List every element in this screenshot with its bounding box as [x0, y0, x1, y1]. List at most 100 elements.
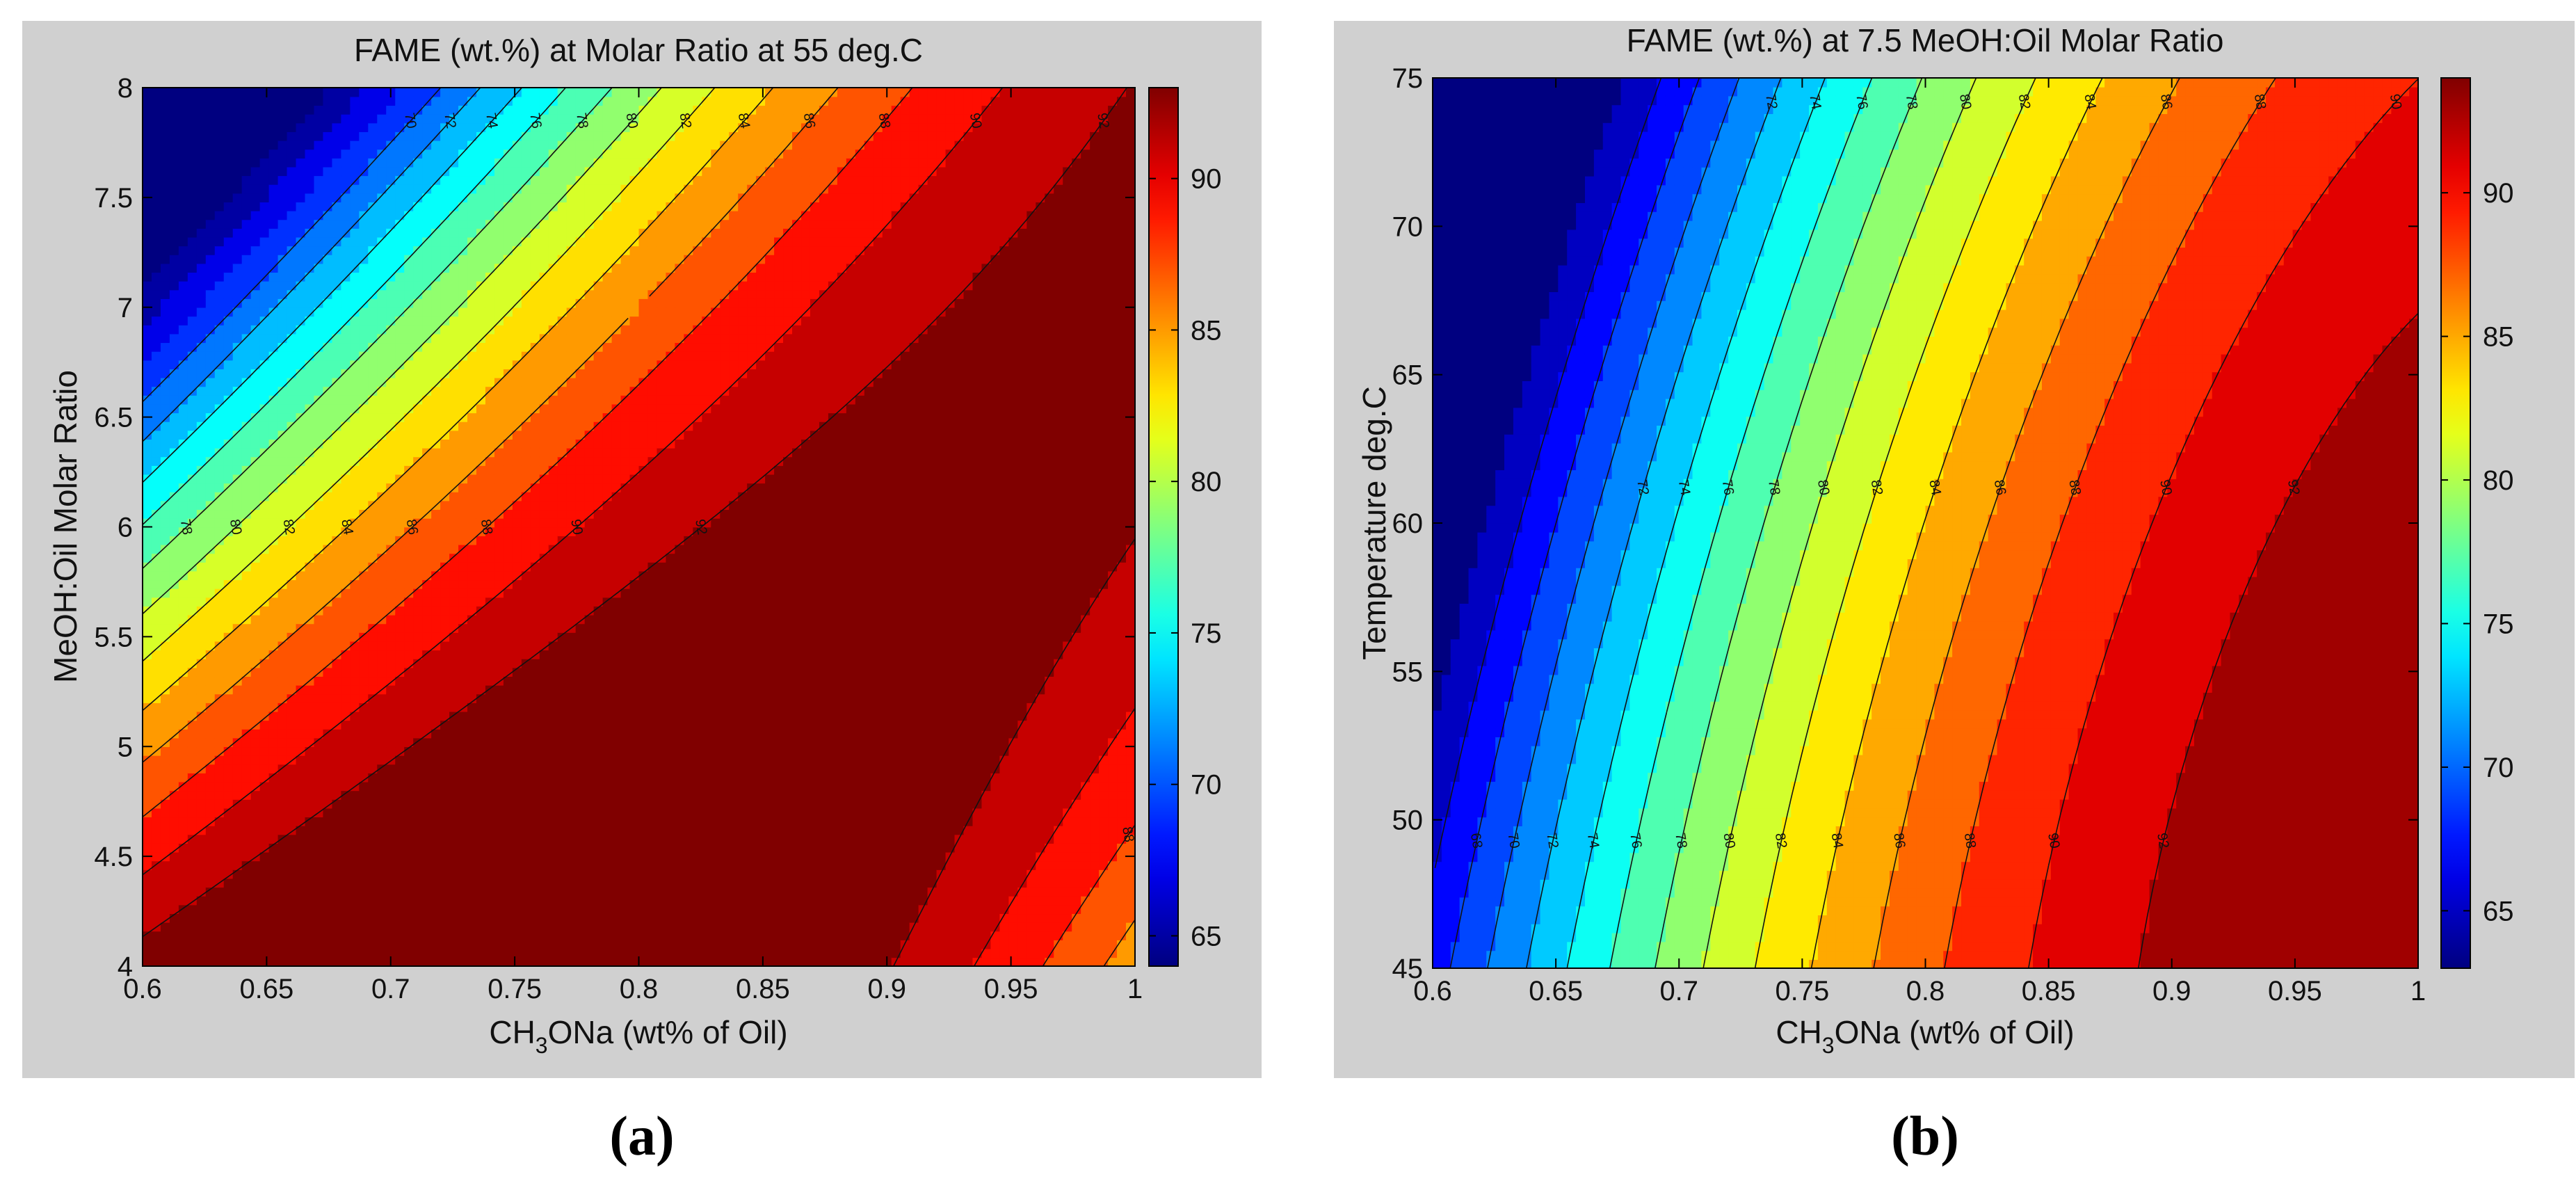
contour-fill-cell	[232, 184, 243, 194]
contour-fill-cell	[422, 790, 432, 800]
contour-fill-cell	[395, 773, 405, 782]
contour-fill-cell	[350, 544, 360, 554]
contour-fill-cell	[386, 544, 396, 554]
contour-fill-cell	[368, 412, 378, 422]
contour-fill-cell	[512, 781, 522, 792]
contour-fill-cell	[187, 817, 198, 826]
contour-fill-cell	[187, 210, 198, 220]
contour-fill-cell	[557, 509, 567, 519]
contour-fill-cell	[169, 799, 179, 809]
contour-fill-cell	[323, 553, 333, 563]
contour-fill-cell	[404, 948, 414, 958]
contour-fill-cell	[458, 904, 468, 915]
contour-fill-cell	[548, 764, 558, 773]
contour-fill-cell	[377, 113, 387, 124]
contour-fill-cell	[323, 790, 333, 800]
contour-fill-cell	[503, 843, 513, 853]
contour-fill-cell	[395, 280, 405, 291]
contour-fill-cell	[458, 650, 468, 659]
contour-fill-cell	[476, 667, 486, 677]
contour-fill-cell	[521, 878, 531, 888]
contour-fill-cell	[169, 421, 179, 431]
contour-fill-cell	[584, 228, 595, 238]
contour-fill-cell	[232, 764, 243, 773]
contour-fill-cell	[160, 377, 170, 387]
contour-fill-cell	[169, 887, 179, 897]
contour-fill-cell	[341, 113, 351, 124]
contour-fill-cell	[314, 219, 324, 229]
contour-fill-cell	[485, 658, 495, 668]
contour-fill-cell	[287, 614, 297, 625]
contour-fill-cell	[530, 623, 540, 633]
contour-fill-cell	[566, 280, 577, 291]
contour-fill-cell	[287, 263, 297, 273]
contour-fill-cell	[485, 149, 495, 159]
contour-fill-cell	[476, 536, 486, 545]
contour-fill-cell	[250, 491, 261, 501]
contour-fill-cell	[530, 658, 540, 668]
contour-fill-cell	[539, 491, 549, 501]
contour-fill-cell	[539, 755, 549, 765]
contour-fill-cell	[169, 474, 179, 484]
contour-fill-cell	[314, 202, 324, 211]
contour-fill-cell	[241, 307, 252, 317]
contour-fill-cell	[214, 210, 225, 220]
contour-fill-cell	[214, 149, 225, 159]
contour-fill-cell	[287, 465, 297, 475]
contour-fill-cell	[494, 272, 504, 282]
contour-fill-cell	[494, 447, 504, 458]
contour-fill-cell	[259, 430, 270, 440]
contour-fill-cell	[259, 325, 270, 335]
contour-fill-cell	[503, 773, 513, 782]
contour-fill-cell	[494, 298, 504, 308]
contour-fill-cell	[449, 149, 459, 159]
contour-fill-cell	[268, 351, 279, 361]
contour-fill-cell	[377, 342, 387, 352]
contour-fill-cell	[422, 210, 432, 220]
contour-fill-cell	[341, 711, 351, 721]
contour-fill-cell	[178, 307, 188, 317]
contour-fill-cell	[151, 553, 161, 563]
contour-fill-cell	[250, 386, 261, 396]
contour-fill-cell	[485, 790, 495, 800]
contour-fill-cell	[143, 553, 152, 563]
contour-fill-cell	[250, 96, 261, 106]
contour-fill-cell	[494, 693, 504, 703]
contour-fill-cell	[223, 517, 234, 528]
contour-fill-cell	[314, 509, 324, 519]
contour-fill-cell	[160, 307, 170, 317]
contour-fill-cell	[296, 316, 306, 326]
contour-fill-cell	[539, 869, 549, 879]
contour-fill-cell	[169, 412, 179, 422]
contour-fill-cell	[196, 439, 207, 449]
contour-fill-cell	[449, 193, 459, 202]
contour-fill-cell	[395, 527, 405, 536]
contour-fill-cell	[431, 325, 441, 335]
contour-fill-cell	[557, 711, 567, 721]
contour-fill-cell	[143, 263, 152, 273]
contour-fill-cell	[422, 764, 432, 773]
contour-fill-cell	[521, 737, 531, 748]
contour-fill-cell	[494, 430, 504, 440]
contour-fill-cell	[268, 491, 279, 501]
contour-fill-cell	[422, 280, 432, 291]
contour-fill-cell	[241, 817, 252, 826]
contour-fill-cell	[575, 325, 586, 335]
contour-fill-cell	[250, 263, 261, 273]
contour-fill-cell	[268, 88, 279, 97]
contour-fill-cell	[232, 940, 243, 949]
contour-fill-cell	[368, 957, 378, 966]
contour-fill-cell	[287, 395, 297, 405]
contour-fill-cell	[359, 597, 369, 607]
contour-fill-cell	[259, 122, 270, 132]
contour-fill-cell	[431, 465, 441, 475]
contour-fill-cell	[386, 667, 396, 677]
contour-fill-cell	[178, 254, 188, 264]
contour-fill-cell	[368, 544, 378, 554]
contour-fill-cell	[277, 658, 288, 668]
contour-fill-cell	[332, 369, 342, 378]
contour-fill-cell	[305, 280, 315, 291]
contour-fill-cell	[557, 246, 567, 255]
contour-fill-cell	[557, 931, 567, 940]
contour-fill-cell	[476, 913, 486, 923]
